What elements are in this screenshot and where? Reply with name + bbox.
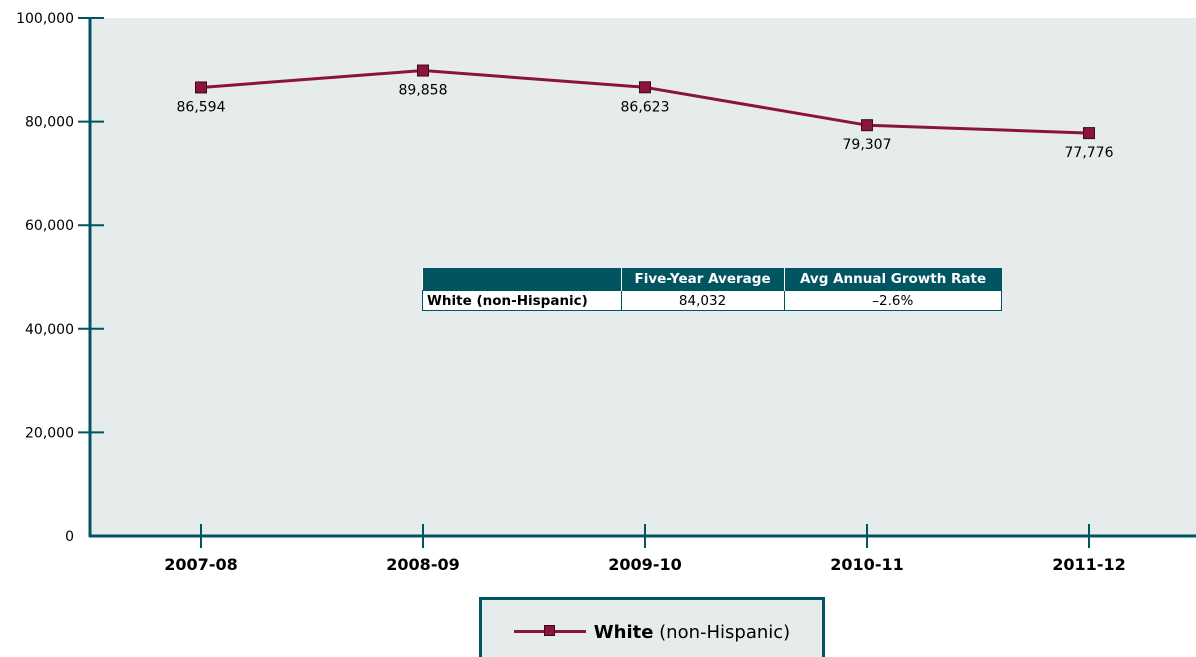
x-category-label: 2011-12: [1052, 555, 1125, 574]
x-category-label: 2009-10: [608, 555, 681, 574]
data-point-marker: [417, 64, 429, 77]
x-category-label: 2007-08: [164, 555, 237, 574]
data-point-marker: [861, 119, 873, 132]
x-category-label: 2008-09: [386, 555, 459, 574]
avg-annual-growth-rate-header: Avg Annual Growth Rate: [784, 268, 1002, 291]
x-category-label: 2010-11: [830, 555, 903, 574]
y-tick-label: 20,000: [25, 425, 74, 441]
summary-row-label: White (non-Hispanic): [422, 290, 622, 311]
summary-table-corner-header: [422, 268, 622, 291]
data-label: 86,623: [621, 99, 670, 115]
data-label: 79,307: [843, 137, 892, 153]
y-axis: 0 20,000 40,000 60,000 80,000 100,000: [16, 11, 104, 545]
data-point-marker: [639, 81, 651, 94]
series-white-non-hispanic: [195, 64, 1095, 140]
x-axis: 2007-08 2008-09 2009-10 2010-11 2011-12: [89, 524, 1196, 574]
legend-entry: White (non-Hispanic): [594, 622, 790, 643]
y-tick-label: 60,000: [25, 218, 74, 234]
chart-legend: White (non-Hispanic): [479, 597, 825, 657]
data-label: 89,858: [399, 83, 448, 99]
y-tick-label: 40,000: [25, 322, 74, 338]
data-point-marker: [195, 81, 207, 94]
data-point-marker: [1083, 127, 1095, 140]
five-year-average-header: Five-Year Average: [621, 268, 785, 291]
y-tick-label: 80,000: [25, 115, 74, 131]
summary-table: Five-Year Average Avg Annual Growth Rate…: [422, 268, 1003, 311]
legend-entry-rest: (non-Hispanic): [653, 622, 791, 643]
legend-line-marker-icon: [513, 625, 586, 637]
five-year-average-value: 84,032: [620, 290, 785, 311]
data-label: 86,594: [177, 99, 226, 115]
legend-square-marker: [543, 625, 555, 636]
data-label: 77,776: [1065, 145, 1114, 161]
y-tick-label: 0: [65, 529, 74, 545]
data-labels: 86,594 89,858 86,623 79,307 77,776: [177, 83, 1114, 162]
summary-table-row: White (non-Hispanic) 84,032 –2.6%: [422, 290, 1003, 311]
legend-entry-bold: White: [593, 622, 654, 643]
summary-table-header-row: Five-Year Average Avg Annual Growth Rate: [422, 268, 1002, 291]
y-tick-label: 100,000: [16, 11, 74, 27]
avg-annual-growth-rate-value: –2.6%: [783, 290, 1003, 311]
